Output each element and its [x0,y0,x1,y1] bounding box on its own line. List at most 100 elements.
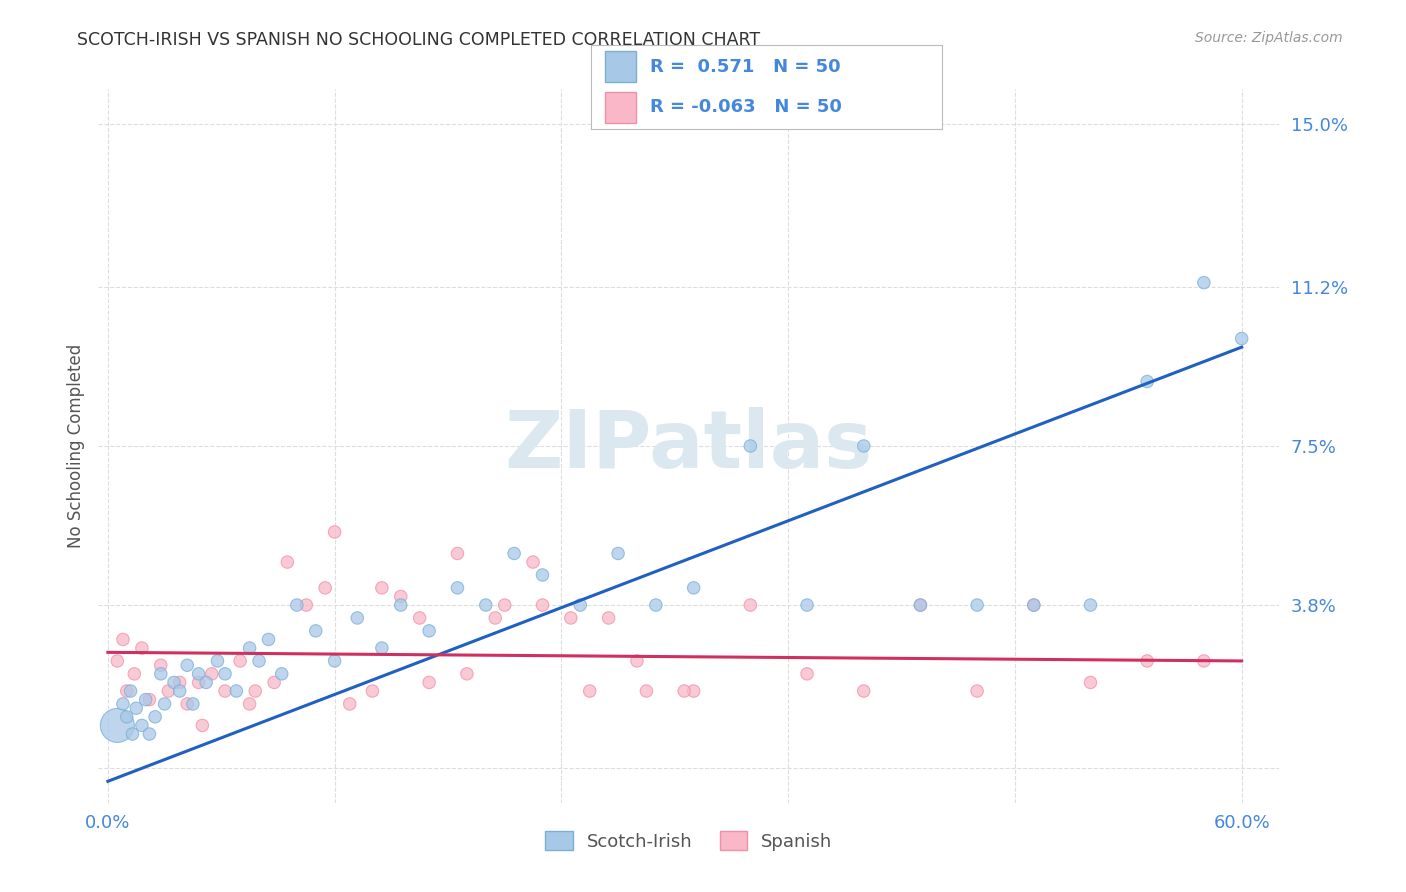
Point [247,654,270,668]
Point [323,524,346,539]
Point [636,684,658,698]
Text: Source: ZipAtlas.com: Source: ZipAtlas.com [1195,31,1343,45]
Point [270,666,292,681]
Point [456,666,478,681]
Point [1136,375,1159,389]
Point [257,632,280,647]
Point [446,581,468,595]
Point [673,684,696,698]
Point [389,598,412,612]
Point [111,632,134,647]
Point [503,546,526,560]
Point [138,692,160,706]
Point [1022,598,1045,612]
Point [740,598,762,612]
Point [169,675,191,690]
Point [263,675,285,690]
Text: R =  0.571   N = 50: R = 0.571 N = 50 [650,58,841,76]
Point [966,684,988,698]
Point [408,611,430,625]
Text: ZIPatlas: ZIPatlas [505,407,873,485]
Point [371,641,394,656]
Point [1080,598,1102,612]
Point [1080,675,1102,690]
Bar [605,52,636,82]
Point [475,598,498,612]
Point [531,598,554,612]
Point [522,555,544,569]
Point [346,611,368,625]
Point [569,598,592,612]
Point [1230,332,1253,346]
Point [115,684,138,698]
Point [1192,654,1215,668]
Point [446,546,468,560]
Point [276,555,298,569]
Point [418,675,440,690]
Point [131,641,153,656]
Point [852,439,875,453]
Point [176,697,198,711]
Point [361,684,384,698]
Point [149,666,172,681]
Point [121,727,143,741]
Point [910,598,932,612]
Point [135,692,157,706]
Point [531,568,554,582]
Point [187,666,209,681]
Point [214,666,236,681]
Point [1022,598,1045,612]
Point [214,684,236,698]
Point [195,675,218,690]
Point [796,666,818,681]
Point [852,684,875,698]
Point [176,658,198,673]
Point [239,697,262,711]
Point [323,654,346,668]
Point [239,641,262,656]
Point [484,611,506,625]
Legend: Scotch-Irish, Spanish: Scotch-Irish, Spanish [538,824,839,858]
Point [169,684,191,698]
Point [181,697,204,711]
Point [494,598,516,612]
Point [682,684,704,698]
Point [115,710,138,724]
Text: R = -0.063   N = 50: R = -0.063 N = 50 [650,98,842,116]
Point [149,658,172,673]
Point [314,581,336,595]
Point [138,727,160,741]
Point [187,675,209,690]
Point [131,718,153,732]
Y-axis label: No Schooling Completed: No Schooling Completed [66,344,84,548]
Point [305,624,328,638]
Point [644,598,666,612]
Point [285,598,308,612]
Point [578,684,600,698]
Point [626,654,648,668]
Point [910,598,932,612]
Point [207,654,229,668]
Point [1192,276,1215,290]
Point [111,697,134,711]
Point [157,684,180,698]
Text: SCOTCH-IRISH VS SPANISH NO SCHOOLING COMPLETED CORRELATION CHART: SCOTCH-IRISH VS SPANISH NO SCHOOLING COM… [77,31,761,49]
Point [125,701,148,715]
Point [105,718,128,732]
Point [105,654,128,668]
Point [120,684,142,698]
Point [163,675,186,690]
Point [598,611,620,625]
Point [371,581,394,595]
Point [682,581,704,595]
Bar [605,92,636,122]
Point [153,697,176,711]
Point [225,684,247,698]
Point [191,718,214,732]
Point [339,697,361,711]
Point [607,546,630,560]
Point [1136,654,1159,668]
Point [229,654,252,668]
Point [245,684,267,698]
Point [389,590,412,604]
